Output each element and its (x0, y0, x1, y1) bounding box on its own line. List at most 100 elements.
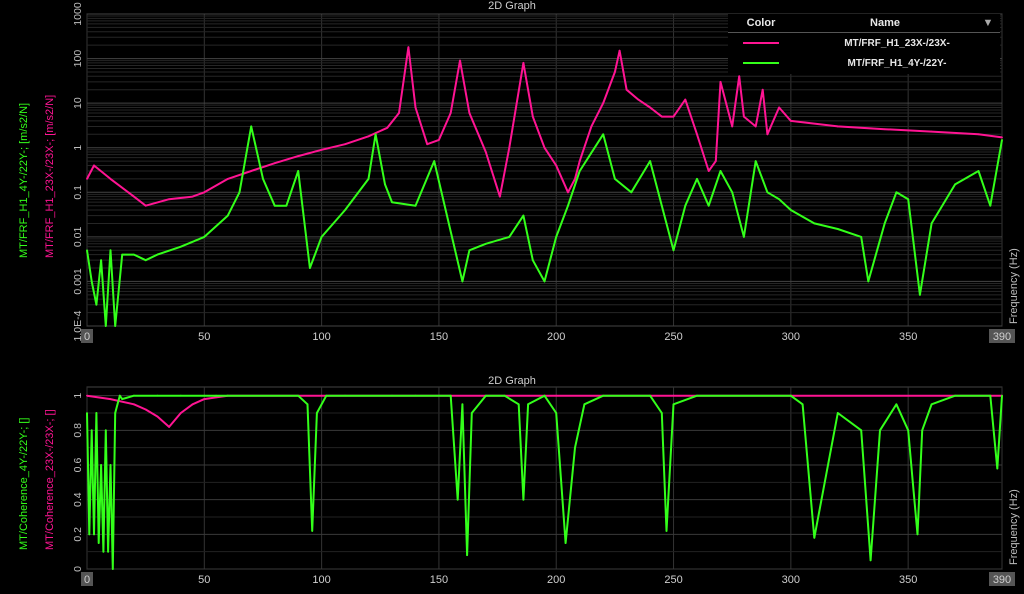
data-point (916, 533, 919, 536)
x-tick-label: 390 (993, 574, 1011, 586)
coherence-plot[interactable]: 0 0.2 0.4 0.6 0.8 1 0 50 100 150 200 250 300 350 390 (0, 375, 1024, 594)
y-tick-label: 0.2 (72, 527, 84, 542)
data-point (567, 204, 569, 207)
data-point (109, 464, 112, 466)
data-point (1001, 136, 1003, 139)
x-tick-label: 350 (899, 574, 917, 586)
y-tick-label: 1 (72, 393, 84, 399)
data-point (449, 112, 452, 114)
x-tick-label: 0 (84, 574, 90, 586)
data-point (191, 195, 194, 198)
data-point (133, 403, 135, 406)
data-point (90, 429, 93, 432)
data-point (996, 467, 999, 470)
data-point (879, 429, 881, 432)
y-tick-label: 1 (72, 145, 84, 151)
y-tick-label: 0 (72, 566, 84, 572)
data-point (567, 191, 569, 194)
data-point (325, 394, 328, 397)
data-point (630, 191, 633, 194)
data-point (484, 242, 487, 245)
data-point (564, 542, 567, 544)
data-point (789, 394, 792, 397)
data-point (461, 280, 464, 283)
data-point (555, 412, 558, 414)
data-point (344, 394, 346, 397)
data-point (543, 394, 546, 397)
legend-header[interactable]: Color Name ▼ (728, 14, 1000, 33)
data-point (672, 403, 675, 406)
data-point (215, 396, 217, 399)
data-point (869, 559, 872, 562)
x-tick-box (989, 329, 1015, 343)
data-point (203, 394, 206, 397)
data-point (391, 394, 393, 397)
data-point (895, 191, 898, 194)
data-point (707, 170, 710, 172)
data-point (508, 146, 511, 149)
data-point (100, 464, 102, 466)
data-point (930, 222, 933, 225)
data-point (555, 164, 558, 167)
legend-name-header[interactable]: Name (870, 17, 900, 29)
legend-entry[interactable]: MT/FRF_H1_4Y-/22Y- (728, 53, 1000, 73)
legend-color-header[interactable]: Color (746, 17, 776, 29)
series-line-green (86, 394, 1003, 570)
plot-area (86, 386, 1003, 570)
data-point (672, 394, 675, 397)
x-tick-label: 50 (198, 331, 210, 343)
data-point (93, 533, 95, 536)
data-point (649, 106, 651, 109)
x-tick-label: 100 (312, 574, 330, 586)
data-point (649, 394, 651, 397)
data-point (696, 177, 698, 180)
data-point (179, 412, 182, 414)
data-point (285, 204, 288, 207)
data-point (543, 146, 546, 149)
data-point (226, 214, 229, 217)
data-point (836, 228, 839, 230)
triangle-down-icon[interactable]: ▼ (982, 17, 994, 29)
data-point (731, 191, 734, 194)
y-tick-label: 0.8 (72, 423, 84, 438)
data-point (989, 394, 992, 397)
data-point (470, 412, 473, 414)
data-point (625, 88, 628, 91)
data-point (555, 394, 558, 397)
data-point (761, 88, 764, 91)
data-point (778, 198, 781, 201)
x-tick-label: 150 (430, 574, 448, 586)
data-point (743, 235, 745, 238)
data-point (109, 177, 112, 180)
data-point (391, 201, 393, 204)
data-point (989, 204, 992, 207)
data-point (203, 398, 206, 401)
x-tick-label: 50 (198, 574, 210, 586)
top-graph-title: 2D Graph (488, 0, 536, 12)
x-tick-label: 0 (84, 331, 90, 343)
data-point (484, 394, 487, 397)
data-point (696, 394, 698, 397)
data-point (250, 125, 253, 128)
legend-entry[interactable]: MT/FRF_H1_23X-/23X- (728, 33, 1000, 53)
data-point (918, 293, 921, 296)
data-point (203, 191, 206, 194)
x-tick-label: 200 (547, 331, 565, 343)
data-point (672, 249, 675, 252)
data-point (836, 412, 839, 414)
y-tick-label: 0.1 (72, 185, 84, 200)
data-point (660, 412, 663, 414)
legend-entry-name: MT/FRF_H1_4Y-/22Y- (847, 57, 947, 69)
data-point (118, 394, 121, 397)
data-point (766, 133, 769, 136)
data-point (407, 46, 410, 49)
data-point (88, 533, 91, 536)
data-point (203, 235, 206, 238)
data-point (738, 75, 741, 78)
data-point (602, 394, 605, 397)
data-point (707, 204, 710, 207)
data-point (133, 195, 135, 198)
data-point (766, 191, 769, 194)
data-point (555, 235, 558, 238)
data-point (954, 183, 956, 186)
